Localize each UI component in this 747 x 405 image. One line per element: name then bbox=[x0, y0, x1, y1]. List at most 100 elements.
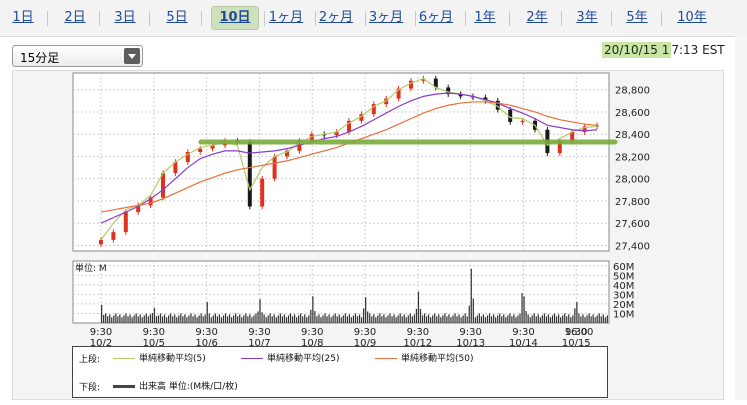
tab-2[interactable]: 3日 bbox=[114, 10, 136, 25]
volume-bar bbox=[497, 315, 499, 323]
volume-bar bbox=[389, 313, 391, 323]
tab-4[interactable]: 10日 bbox=[211, 6, 259, 30]
tab-separator bbox=[561, 11, 562, 26]
volume-bar bbox=[363, 308, 365, 323]
volume-bar bbox=[547, 314, 550, 323]
volume-bar bbox=[314, 310, 316, 323]
price-y-tick: 28,000 bbox=[615, 175, 650, 186]
volume-y-tick: 10M bbox=[613, 309, 634, 320]
volume-bar bbox=[501, 316, 503, 323]
volume-bar bbox=[399, 313, 401, 323]
volume-bar bbox=[267, 315, 269, 323]
legend-volume-label: 出来高 単位:(M株/口/枚) bbox=[139, 382, 238, 392]
volume-bar bbox=[222, 315, 225, 323]
volume-bar bbox=[257, 311, 259, 323]
chevron-down-icon[interactable] bbox=[124, 48, 140, 64]
volume-bar bbox=[507, 315, 509, 323]
volume-bar bbox=[295, 317, 298, 323]
volume-bar bbox=[490, 316, 493, 323]
volume-bar bbox=[417, 291, 420, 323]
volume-bar bbox=[403, 314, 405, 323]
volume-bar bbox=[172, 316, 174, 323]
volume-bar bbox=[145, 313, 147, 323]
volume-bar bbox=[598, 313, 600, 323]
x-tick-date: 10/8 bbox=[301, 338, 323, 349]
volume-bar bbox=[482, 314, 485, 323]
volume-bar bbox=[596, 315, 598, 323]
price-volume-chart: 28,800 28,600 28,400 28,200 28,000 27,800 27,6… bbox=[72, 72, 650, 349]
volume-bar bbox=[568, 314, 570, 323]
tab-7[interactable]: 3ヶ月 bbox=[368, 10, 404, 25]
x-tick-date: 10/12 bbox=[403, 338, 432, 349]
tab-6[interactable]: 2ヶ月 bbox=[318, 10, 354, 25]
ma5-swatch bbox=[113, 358, 135, 359]
price-y-tick: 28,800 bbox=[615, 86, 650, 97]
volume-bar bbox=[251, 317, 253, 323]
volume-swatch bbox=[113, 385, 135, 388]
ma50-swatch bbox=[375, 358, 397, 359]
candle-body bbox=[421, 78, 426, 81]
candle-body bbox=[161, 173, 165, 198]
volume-bar bbox=[123, 315, 125, 323]
volume-y-tick: 40M bbox=[613, 281, 634, 292]
volume-bar bbox=[419, 308, 422, 323]
volume-bar bbox=[180, 313, 182, 323]
volume-bar bbox=[460, 317, 462, 323]
x-tick-date: 10/9 bbox=[354, 338, 376, 349]
volume-bar bbox=[269, 313, 271, 323]
x-tick-time: 9:30 bbox=[90, 327, 112, 338]
tab-10[interactable]: 2年 bbox=[526, 10, 548, 25]
volume-bar bbox=[261, 312, 263, 323]
volume-bar bbox=[432, 315, 434, 323]
volume-bar bbox=[206, 302, 208, 323]
candle-body bbox=[508, 109, 513, 122]
tab-separator bbox=[99, 11, 100, 26]
x-tick-time: 9:30 bbox=[354, 327, 376, 338]
volume-bar bbox=[452, 315, 454, 323]
volume-bar bbox=[200, 313, 202, 323]
volume-bar bbox=[478, 313, 481, 323]
volume-bar bbox=[230, 317, 233, 323]
tab-11[interactable]: 3年 bbox=[576, 10, 598, 25]
volume-bar bbox=[557, 314, 560, 323]
volume-y-tick: 20M bbox=[613, 300, 634, 311]
volume-bar bbox=[499, 313, 501, 323]
tab-separator bbox=[415, 11, 416, 26]
legend-ma25: 単純移動平均(25) bbox=[241, 351, 339, 364]
volume-bar bbox=[279, 313, 281, 323]
tab-3[interactable]: 5日 bbox=[166, 10, 188, 25]
x-tick-time: 9:30 bbox=[195, 327, 217, 338]
volume-bar bbox=[107, 316, 109, 323]
volume-bar bbox=[131, 317, 133, 323]
volume-bar bbox=[204, 314, 206, 323]
interval-select[interactable]: 15分足 bbox=[12, 45, 143, 67]
volume-bar bbox=[338, 314, 340, 323]
volume-bar bbox=[385, 317, 387, 323]
tab-1[interactable]: 2日 bbox=[64, 10, 86, 25]
volume-bar bbox=[159, 313, 162, 323]
tab-13[interactable]: 10年 bbox=[677, 10, 707, 25]
volume-bar bbox=[289, 313, 292, 323]
volume-bar bbox=[161, 316, 164, 323]
volume-bar bbox=[285, 317, 288, 323]
volume-bar bbox=[291, 316, 294, 323]
volume-bar bbox=[533, 313, 535, 323]
page-scrollbar[interactable] bbox=[735, 36, 747, 400]
volume-bar bbox=[407, 315, 409, 323]
tab-9[interactable]: 1年 bbox=[474, 10, 496, 25]
tab-12[interactable]: 5年 bbox=[626, 10, 648, 25]
legend-lower-label: 下段: bbox=[79, 383, 101, 393]
candle-body bbox=[446, 87, 451, 95]
volume-bar bbox=[393, 314, 395, 323]
x-tick-date: 10/2 bbox=[90, 338, 112, 349]
tab-5[interactable]: 1ヶ月 bbox=[268, 10, 304, 25]
volume-bar bbox=[143, 315, 145, 323]
volume-bar bbox=[586, 315, 588, 323]
x-tick-time: 9:30 bbox=[512, 327, 534, 338]
candle-body bbox=[409, 80, 413, 89]
tab-8[interactable]: 6ヶ月 bbox=[418, 10, 454, 25]
candle-body bbox=[371, 104, 376, 115]
volume-bar bbox=[194, 314, 196, 323]
volume-bar bbox=[541, 315, 543, 323]
tab-0[interactable]: 1日 bbox=[12, 10, 34, 25]
